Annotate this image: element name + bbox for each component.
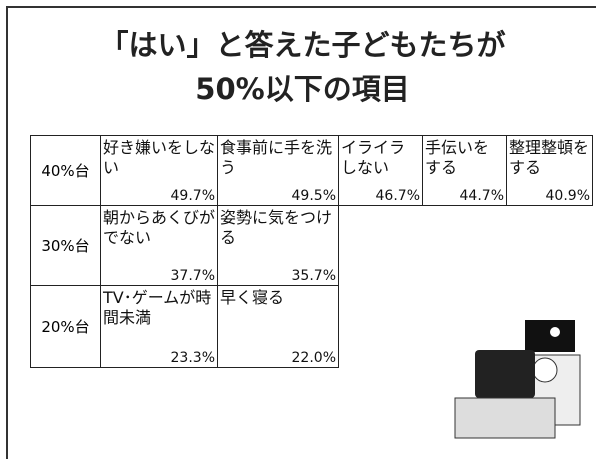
item-label: 食事前に手を洗う bbox=[220, 138, 336, 178]
slide: 「はい」と答えた子どもたちが 50%以下の項目 40%台好き嫌いをしない 49.7… bbox=[0, 0, 605, 459]
item-value: 49.7% bbox=[171, 188, 215, 204]
table-cell: 好き嫌いをしない 49.7% bbox=[100, 135, 218, 206]
table-cell: 姿勢に気をつける 35.7% bbox=[217, 205, 339, 286]
child-head bbox=[533, 358, 557, 382]
tv-stand bbox=[455, 398, 555, 438]
tv bbox=[475, 350, 535, 398]
item-value: 35.7% bbox=[292, 268, 336, 284]
item-value: 22.0% bbox=[292, 350, 336, 366]
table-cell: 手伝いをする 44.7% bbox=[422, 135, 507, 206]
item-label: 姿勢に気をつける bbox=[220, 208, 336, 248]
row-label: 20%台 bbox=[30, 285, 101, 368]
title-line: 50%以下の項目 bbox=[0, 66, 605, 108]
item-label: 朝からあくびがでない bbox=[103, 208, 215, 248]
item-label: 好き嫌いをしない bbox=[103, 138, 215, 178]
item-label: 早く寝る bbox=[220, 288, 336, 308]
table-cell: 整理整頓をする 40.9% bbox=[506, 135, 593, 206]
table-cell: 朝からあくびがでない 37.7% bbox=[100, 205, 218, 286]
item-label: TV･ゲームが時間未満 bbox=[103, 288, 215, 328]
item-label: 手伝いをする bbox=[425, 138, 504, 178]
item-value: 46.7% bbox=[376, 188, 420, 204]
item-value: 37.7% bbox=[171, 268, 215, 284]
row-label: 40%台 bbox=[30, 135, 101, 206]
item-label: イライラしない bbox=[341, 138, 420, 178]
item-value: 23.3% bbox=[171, 350, 215, 366]
table-cell: 食事前に手を洗う 49.5% bbox=[217, 135, 339, 206]
item-value: 40.9% bbox=[546, 188, 590, 204]
moon bbox=[550, 327, 560, 337]
window bbox=[525, 320, 575, 352]
title-line: 「はい」と答えた子どもたちが bbox=[0, 22, 605, 64]
row-label: 30%台 bbox=[30, 205, 101, 286]
item-label: 整理整頓をする bbox=[509, 138, 590, 178]
illustration bbox=[430, 310, 590, 450]
item-value: 44.7% bbox=[460, 188, 504, 204]
table-cell: 早く寝る 22.0% bbox=[217, 285, 339, 368]
table-cell: イライラしない 46.7% bbox=[338, 135, 423, 206]
table-cell: TV･ゲームが時間未満 23.3% bbox=[100, 285, 218, 368]
item-value: 49.5% bbox=[292, 188, 336, 204]
